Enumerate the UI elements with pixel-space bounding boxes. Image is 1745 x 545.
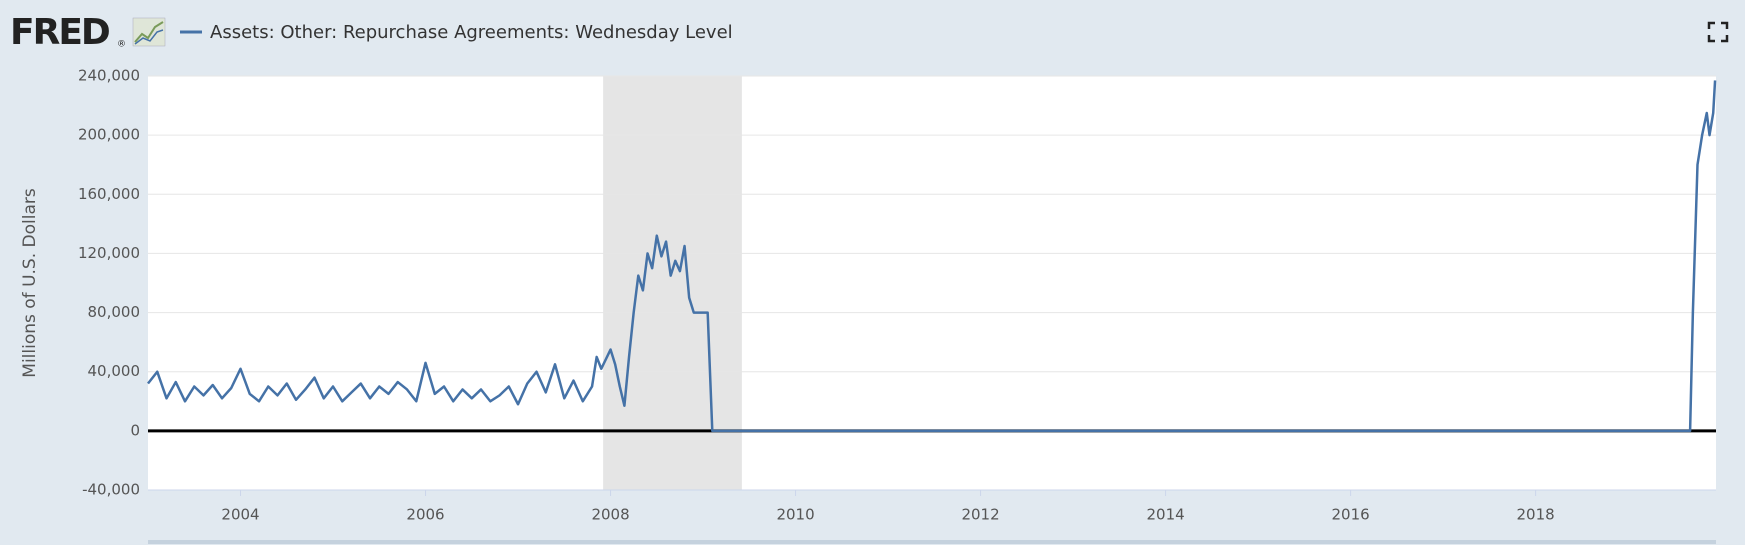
logo-mark: ® xyxy=(117,40,126,50)
y-tick-label: 80,000 xyxy=(88,303,141,321)
x-tick-label: 2014 xyxy=(1146,506,1184,524)
fullscreen-icon[interactable] xyxy=(1707,21,1729,43)
y-tick-label: 200,000 xyxy=(78,126,140,144)
series-line xyxy=(147,80,1717,433)
x-tick-label: 2006 xyxy=(406,506,444,524)
y-tick-label: 160,000 xyxy=(78,185,140,203)
navigator-bar xyxy=(148,540,1716,544)
y-tick-label: 240,000 xyxy=(78,67,140,85)
x-tick-label: 2008 xyxy=(591,506,629,524)
y-tick-label: -40,000 xyxy=(82,481,140,499)
x-tick-label: 2010 xyxy=(776,506,814,524)
y-tick-label: 40,000 xyxy=(88,362,141,380)
x-tick-label: 2016 xyxy=(1332,506,1370,524)
x-tick-label: 2012 xyxy=(961,506,999,524)
x-tick-label: 2004 xyxy=(221,506,259,524)
logo: FRED xyxy=(10,12,109,53)
legend-label[interactable]: Assets: Other: Repurchase Agreements: We… xyxy=(210,22,733,43)
y-tick-label: 120,000 xyxy=(78,244,140,262)
y-tick-label: 0 xyxy=(130,421,140,439)
plot-area xyxy=(148,76,1716,490)
recession-band xyxy=(603,76,742,490)
logo-icon xyxy=(132,17,166,47)
x-tick-label: 2018 xyxy=(1517,506,1555,524)
y-axis-label: Millions of U.S. Dollars xyxy=(20,188,40,378)
